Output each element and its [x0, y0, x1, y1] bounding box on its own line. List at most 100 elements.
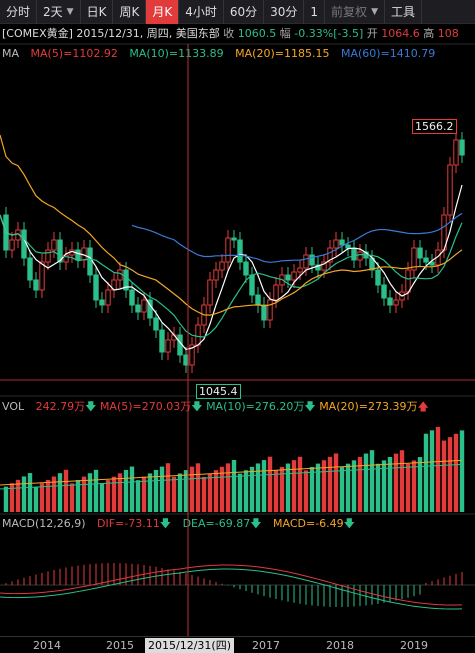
ma-label: MA [2, 47, 20, 60]
volume-ma-lines [0, 459, 463, 490]
tab-4hour[interactable]: 4小时 [179, 0, 224, 24]
candle-body [297, 267, 303, 273]
tab-30min[interactable]: 30分 [264, 0, 305, 24]
volume-bar [285, 463, 291, 512]
volume-bar [201, 476, 207, 512]
macd-series [0, 563, 475, 610]
volume-bar [345, 463, 351, 512]
volume-bar [375, 463, 381, 512]
candle-body [219, 261, 225, 271]
vol-legend: VOL 242.79万🡇 MA(5)=270.03万🡇 MA(10)=276.2… [0, 399, 475, 415]
ma10-line [0, 214, 463, 338]
adjust-dropdown[interactable]: 前复权 ▼ [325, 0, 385, 24]
volume-bar [27, 473, 33, 512]
symbol-label: [COMEX黄金] [2, 27, 73, 40]
volume-bar [45, 479, 51, 512]
tab-daily-k[interactable]: 日K [81, 0, 114, 24]
candle-body [141, 299, 147, 313]
candle-body [87, 247, 93, 276]
candle-body [405, 269, 411, 293]
ma60-line [131, 212, 463, 263]
volume-bar [363, 453, 369, 512]
vol-label: VOL [2, 400, 25, 413]
candle-body [309, 254, 315, 266]
dif-line [0, 564, 463, 606]
tab-2day[interactable]: 2天 ▼ [37, 0, 81, 24]
change-label: 幅 [279, 27, 291, 40]
tab-60min[interactable]: 60分 [224, 0, 265, 24]
candle-body [267, 299, 273, 321]
dea-value: DEA=-69.87 [182, 517, 251, 530]
volume-bar [39, 483, 45, 512]
tab-monthly-k[interactable]: 月K [146, 0, 180, 24]
candle-body [417, 247, 423, 259]
candle-body [381, 284, 387, 299]
tab-intraday[interactable]: 分时 [0, 0, 38, 24]
x-tick-2018: 2018 [326, 639, 354, 652]
tab-more[interactable]: 1 [304, 0, 326, 24]
volume-bar [393, 453, 399, 512]
vol-ma5: MA(5)=270.03万 [99, 400, 192, 413]
low-price-tag: 1045.4 [196, 384, 241, 399]
candle-body [189, 344, 195, 366]
volume-bar [15, 479, 21, 512]
volume-bar [273, 470, 279, 512]
volume-bar [51, 476, 57, 512]
volume-bar [327, 456, 333, 512]
volume-bar [237, 473, 243, 512]
volume-bar [321, 460, 327, 512]
volume-bar [381, 460, 387, 512]
ma-legend: MA MA(5)=1102.92 MA(10)=1133.89 MA(20)=1… [0, 46, 475, 62]
candle-body [453, 139, 459, 166]
down-arrow-icon: 🡇 [343, 517, 355, 530]
volume-bar [9, 483, 15, 512]
down-arrow-icon: 🡇 [304, 400, 316, 413]
candle-body [39, 261, 45, 291]
candle-body [393, 299, 399, 306]
candle-body [273, 284, 279, 301]
tab-weekly-k[interactable]: 周K [113, 0, 147, 24]
ma60-value: MA(60)=1410.79 [340, 47, 436, 60]
ma20-line [0, 134, 463, 316]
chevron-down-icon: ▼ [66, 7, 74, 17]
candle-body [375, 269, 381, 286]
volume-bar [147, 473, 153, 512]
up-arrow-icon: 🡅 [417, 400, 429, 413]
vol-value: 242.79万 [35, 400, 86, 413]
time-axis: 2014 2015 2017 2018 2019 2015/12/31(四) [0, 636, 475, 653]
candle-body [339, 239, 345, 246]
volume-bar [435, 426, 441, 512]
tools-button[interactable]: 工具 [385, 0, 422, 24]
crosshair-date-label: 2015/12/31(四) [145, 638, 234, 653]
close-label: 收 [223, 27, 235, 40]
ma5-line [0, 184, 463, 351]
candle-body [249, 274, 255, 296]
candle-body [261, 304, 267, 321]
candle-body [105, 289, 111, 306]
candle-body [27, 257, 33, 281]
volume-bar [57, 473, 63, 512]
volume-bar [441, 440, 447, 512]
volume-bar [21, 476, 27, 512]
volume-bar [333, 453, 339, 512]
volume-bar [195, 463, 201, 512]
candle-body [327, 247, 333, 263]
candle-body [387, 297, 393, 306]
candle-body [51, 239, 57, 251]
candle-body [243, 261, 249, 276]
candle-body [117, 269, 123, 281]
candle-body [213, 269, 219, 281]
open-value: 1064.6 [381, 27, 420, 40]
down-arrow-icon: 🡇 [85, 400, 97, 413]
candle-body [153, 317, 159, 331]
volume-bar [315, 463, 321, 512]
volume-bar [231, 460, 237, 512]
ma5-value: MA(5)=1102.92 [30, 47, 118, 60]
volume-bar [309, 467, 315, 512]
volume-bar [105, 480, 111, 512]
candle-body [45, 249, 51, 263]
candle-body [345, 244, 351, 249]
volume-bar [297, 456, 303, 512]
dif-value: DIF=-73.11 [97, 517, 160, 530]
